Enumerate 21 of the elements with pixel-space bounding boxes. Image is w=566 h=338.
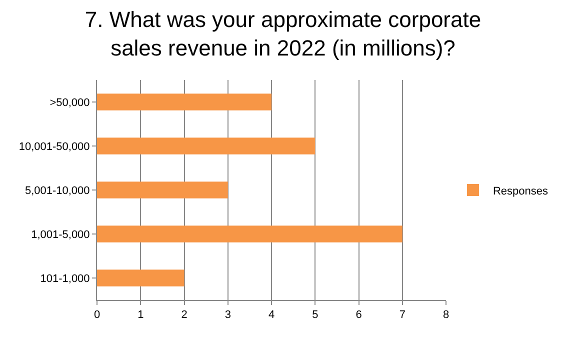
x-tick-label: 0 (94, 309, 100, 322)
bar (97, 226, 402, 242)
bar (97, 138, 316, 154)
legend-label: Responses (492, 185, 549, 198)
x-tick-label: 6 (356, 309, 362, 322)
x-tick-label: 3 (224, 309, 231, 322)
y-tick-label: 101-1,000 (40, 272, 90, 285)
bar (97, 270, 184, 286)
x-tick-label: 1 (138, 309, 144, 322)
x-tick-label: 5 (312, 309, 318, 322)
bar (97, 182, 228, 198)
x-tick-label: 2 (181, 309, 188, 322)
x-tick-label: 4 (268, 309, 275, 322)
y-tick-label: 10,001-50,000 (18, 140, 90, 153)
y-tick-label: 1,001-5,000 (31, 228, 90, 241)
y-tick-label: >50,000 (50, 96, 90, 109)
y-tick-label: 5,001-10,000 (24, 184, 90, 197)
x-tick-label: 8 (442, 309, 450, 322)
bar (97, 94, 272, 110)
chart-title: 7. What was your approximate corporate sales revenue in 2022 (in millions)? (84, 7, 482, 61)
x-tick-label: 7 (399, 309, 406, 322)
